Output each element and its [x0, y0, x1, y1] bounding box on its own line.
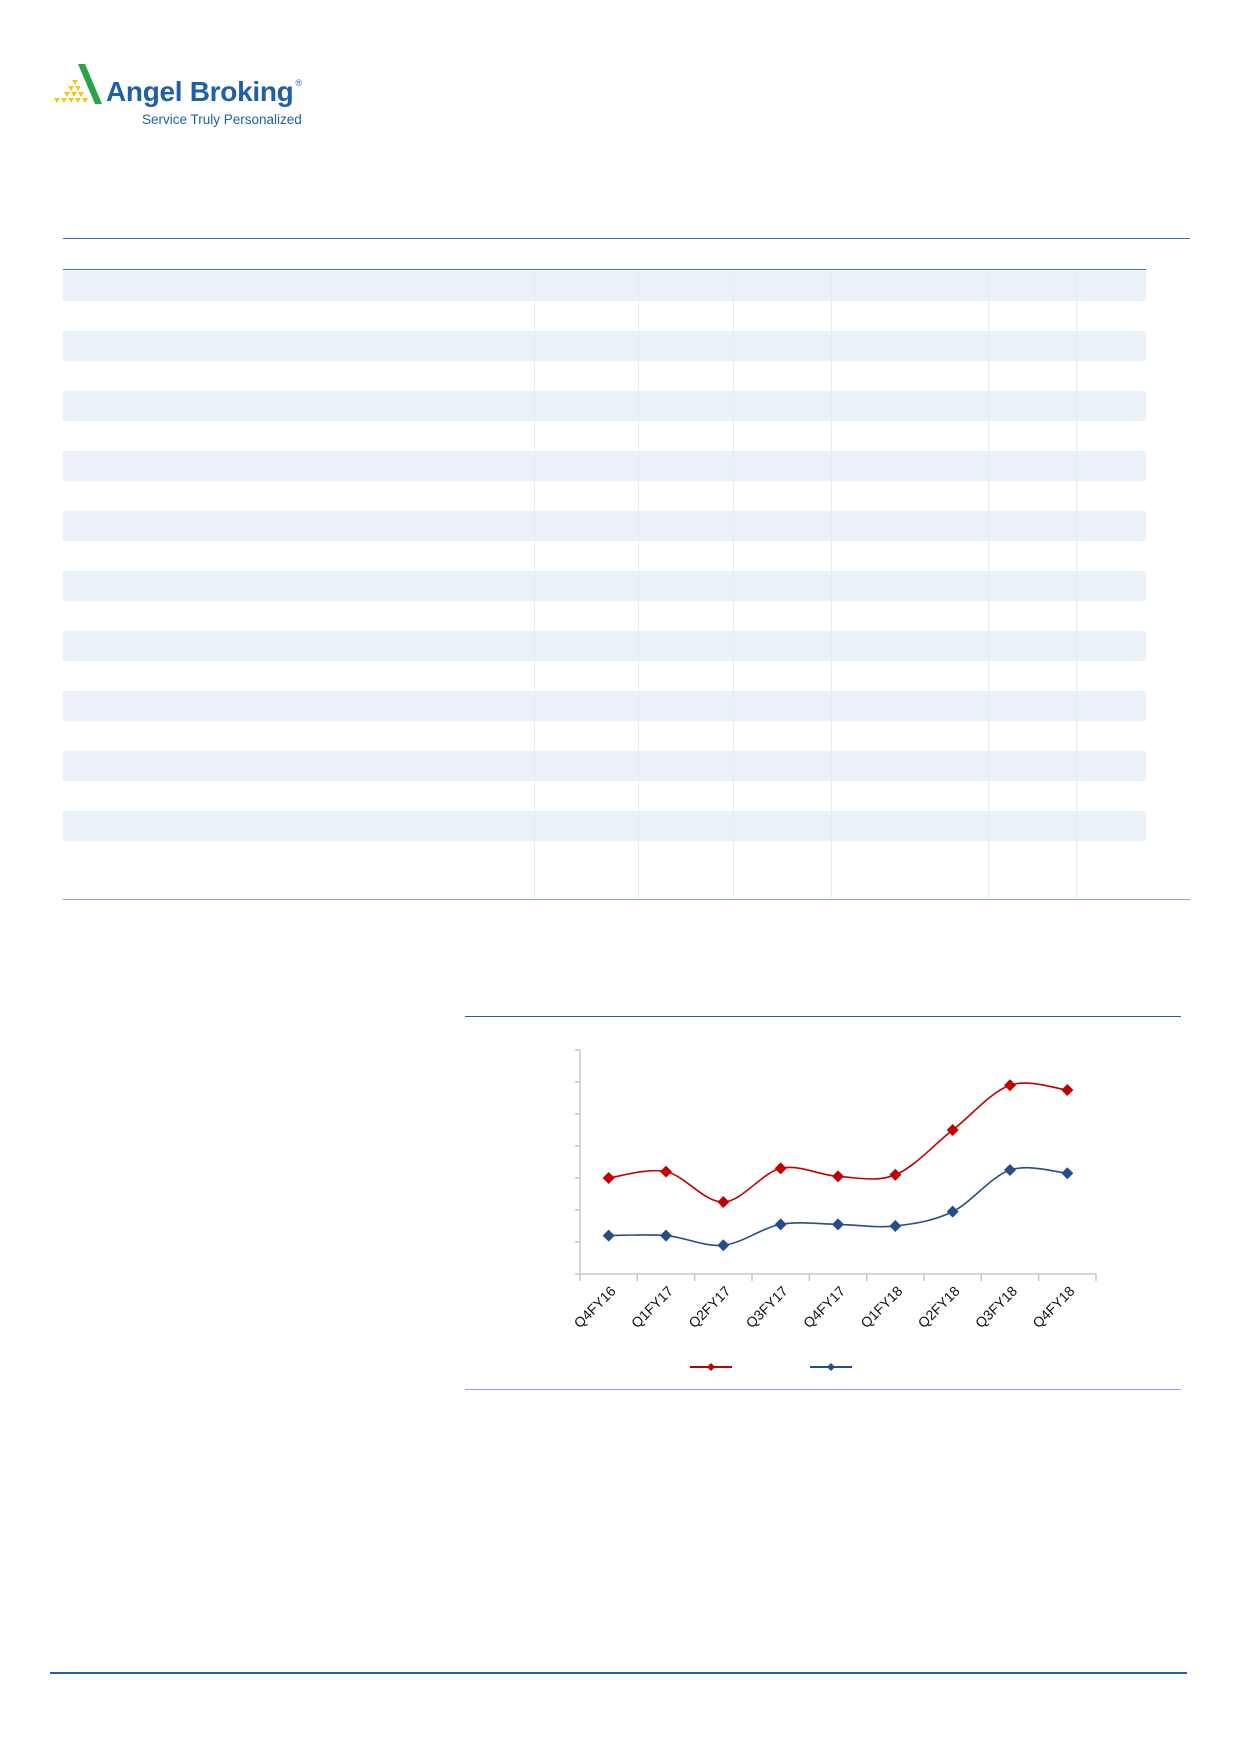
series-1-point: [832, 1170, 844, 1183]
logo-triangle-icon: [54, 64, 102, 104]
x-tick-label: Q3FY18: [972, 1283, 1020, 1331]
x-tick-label: Q1FY17: [628, 1283, 676, 1331]
series-2-point: [602, 1229, 615, 1242]
table-top-rule: [63, 238, 1190, 239]
table-row: [63, 451, 1146, 481]
chart-top-rule: [465, 1016, 1181, 1017]
x-tick-label: Q3FY17: [743, 1283, 791, 1331]
series-1-line: [608, 1082, 1068, 1203]
logo-registered-mark: ®: [295, 78, 303, 88]
table-column-divider: [638, 271, 639, 898]
x-tick-label: Q4FY17: [800, 1283, 848, 1331]
table-row: [63, 271, 1146, 301]
x-tick-label: Q4FY18: [1029, 1283, 1077, 1331]
legend-series-1-marker: [707, 1363, 715, 1371]
series-2-point: [1061, 1167, 1074, 1180]
table-row: [63, 571, 1146, 601]
table-row: [63, 331, 1146, 361]
series-2-point: [660, 1229, 672, 1242]
table-column-divider: [988, 271, 989, 898]
series-1-point: [1061, 1084, 1074, 1096]
logo-tagline: Service Truly Personalized: [142, 112, 302, 127]
series-2-point: [832, 1218, 844, 1231]
series-2-point: [717, 1239, 730, 1252]
x-tick-label: Q4FY16: [571, 1283, 619, 1331]
legend-series-2-marker: [827, 1363, 835, 1371]
table-row: [63, 631, 1146, 661]
table-row: [63, 511, 1146, 541]
table-bottom-rule: [63, 899, 1190, 900]
series-1-point: [602, 1172, 615, 1184]
table-row: [63, 811, 1146, 841]
table-row: [63, 691, 1146, 721]
table-row: [63, 391, 1146, 421]
table-column-divider: [1076, 271, 1077, 898]
table-row: [63, 751, 1146, 781]
series-1-point: [660, 1165, 672, 1178]
x-tick-label: Q1FY18: [857, 1283, 905, 1331]
table-header-rule: [63, 269, 1146, 270]
series-1-point: [1004, 1079, 1016, 1092]
series-2-point: [889, 1220, 902, 1232]
table-column-divider: [733, 271, 734, 898]
series-2-point: [774, 1218, 787, 1231]
chart-bottom-rule: [465, 1389, 1181, 1390]
angel-broking-logo: Angel Broking ® Service Truly Personaliz…: [52, 62, 312, 132]
x-tick-label: Q2FY18: [915, 1283, 963, 1331]
series-1-point: [774, 1162, 787, 1175]
series-1-point: [946, 1124, 959, 1136]
table-column-divider: [831, 271, 832, 898]
series-2-point: [946, 1205, 959, 1218]
series-1-point: [889, 1168, 902, 1181]
logo-name-row: Angel Broking ®: [106, 76, 302, 108]
series-2-point: [1004, 1164, 1016, 1176]
series-1-point: [717, 1196, 730, 1208]
table-column-divider: [534, 271, 535, 898]
series-2-line: [608, 1166, 1068, 1247]
x-tick-label: Q2FY17: [685, 1283, 733, 1331]
footer-rule: [50, 1672, 1187, 1674]
logo-name: Angel Broking: [106, 76, 294, 107]
